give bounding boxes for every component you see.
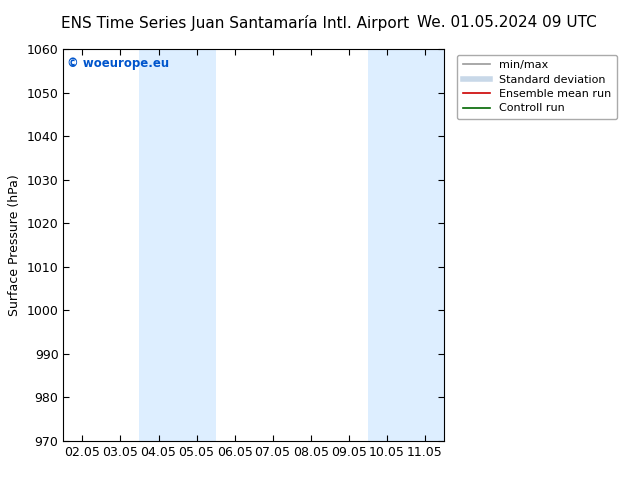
- Text: ENS Time Series Juan Santamaría Intl. Airport: ENS Time Series Juan Santamaría Intl. Ai…: [60, 15, 409, 31]
- Legend: min/max, Standard deviation, Ensemble mean run, Controll run: min/max, Standard deviation, Ensemble me…: [457, 54, 617, 119]
- Text: We. 01.05.2024 09 UTC: We. 01.05.2024 09 UTC: [417, 15, 597, 30]
- Bar: [139, 49, 178, 441]
- Bar: [368, 49, 406, 441]
- Bar: [178, 49, 216, 441]
- Y-axis label: Surface Pressure (hPa): Surface Pressure (hPa): [8, 174, 21, 316]
- Bar: [406, 49, 444, 441]
- Text: © woeurope.eu: © woeurope.eu: [67, 57, 169, 70]
